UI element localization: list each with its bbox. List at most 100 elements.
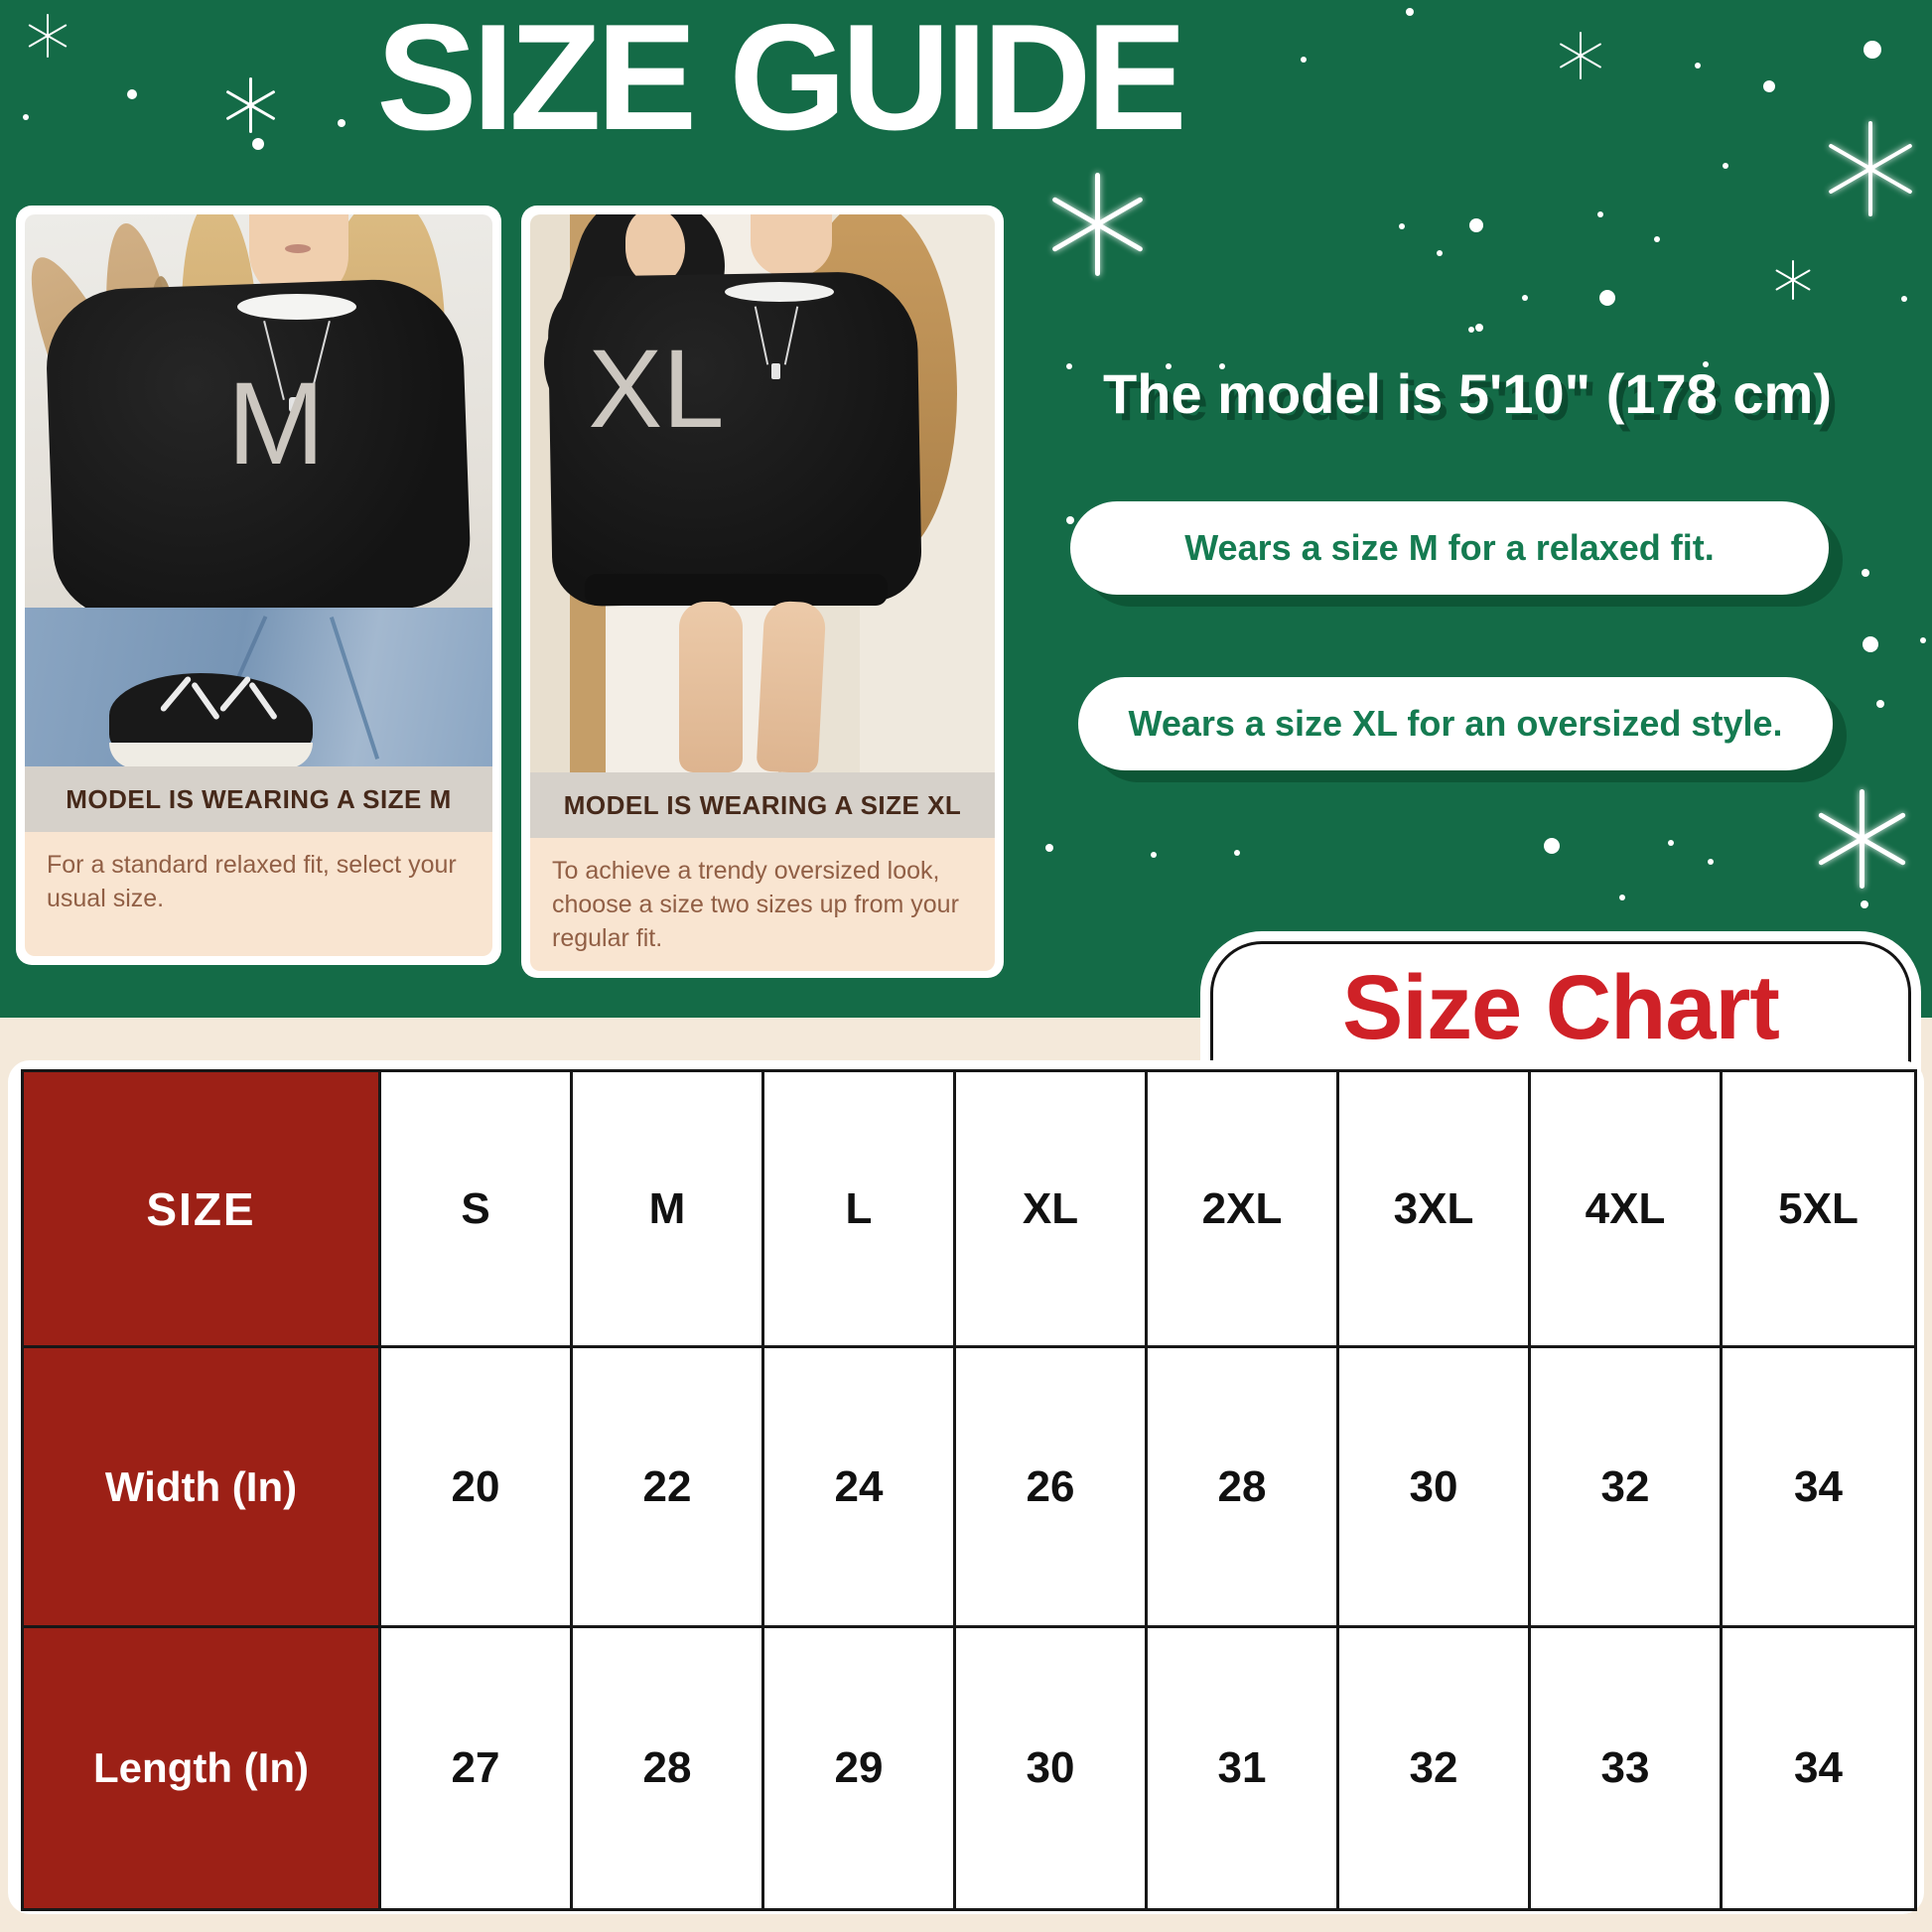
page-title: SIZE GUIDE	[376, 0, 1186, 162]
table-cell: 30	[1339, 1348, 1531, 1628]
fit-note-badge-xl: Wears a size XL for an oversized style.	[1078, 677, 1833, 770]
table-col-header-xl: XL	[956, 1072, 1148, 1348]
snow-dot	[1901, 296, 1907, 302]
snow-dot	[1469, 218, 1483, 232]
table-col-header-m: M	[573, 1072, 764, 1348]
sparkle-star-icon	[222, 77, 278, 133]
table-col-header-l: L	[764, 1072, 956, 1348]
snow-dot	[1863, 41, 1881, 59]
snow-dot	[1301, 57, 1307, 63]
sparkle-star-icon	[1823, 121, 1918, 216]
snow-dot	[1703, 361, 1709, 367]
white-collar	[725, 282, 834, 302]
photo-caption-m: MODEL IS WEARING A SIZE M	[25, 766, 492, 832]
table-cell: 24	[764, 1348, 956, 1628]
sweatshirt-hem	[585, 574, 888, 606]
snow-dot	[1475, 324, 1483, 332]
snow-dot	[1763, 80, 1775, 92]
table-corner-header: SIZE	[24, 1072, 381, 1348]
snow-dot	[1861, 900, 1868, 908]
table-row-label: Length (In)	[24, 1628, 381, 1908]
sparkle-star-icon	[26, 14, 69, 58]
table-cell: 32	[1339, 1628, 1531, 1908]
table-cell: 33	[1531, 1628, 1723, 1908]
table-cell: 22	[573, 1348, 764, 1628]
snow-dot	[1599, 290, 1615, 306]
sparkle-star-icon	[1773, 260, 1813, 300]
snow-dot	[1522, 295, 1528, 301]
snow-dot	[1668, 840, 1674, 846]
snow-dot	[1597, 211, 1603, 217]
photo-description-xl: To achieve a trendy oversized look, choo…	[530, 838, 995, 971]
model-leg	[679, 602, 743, 772]
sweatshirt-size-letter-m: M	[226, 358, 326, 489]
size-chart-card: SIZE S M L XL 2XL 3XL 4XL 5XL Width (In) 20 22 24 26 2…	[8, 1060, 1924, 1914]
model-card-size-m: M MODEL IS WEARING A SIZE M For a standa…	[16, 206, 501, 965]
table-cell: 34	[1723, 1348, 1914, 1628]
white-collar	[237, 294, 356, 320]
table-col-header-4xl: 4XL	[1531, 1072, 1723, 1348]
snow-dot	[1544, 838, 1560, 854]
snow-dot	[1862, 569, 1869, 577]
table-col-header-3xl: 3XL	[1339, 1072, 1531, 1348]
snow-dot	[127, 89, 137, 99]
snow-dot	[1045, 844, 1053, 852]
sparkle-star-icon	[1812, 789, 1911, 889]
model-height-note: The model is 5'10" (178 cm)	[1103, 362, 1832, 425]
snow-dot	[338, 119, 345, 127]
snow-dot	[1437, 250, 1443, 256]
table-col-header-s: S	[381, 1072, 573, 1348]
snow-dot	[1166, 363, 1172, 369]
snow-dot	[252, 138, 264, 150]
table-cell: 26	[956, 1348, 1148, 1628]
necklace-pendant	[771, 363, 780, 379]
model-card-size-xl: XL MODEL IS WEARING A SIZE XL To achieve…	[521, 206, 1004, 978]
model-face	[751, 214, 832, 278]
snow-dot	[1876, 700, 1884, 708]
size-chart-title: Size Chart	[1342, 957, 1780, 1058]
table-cell: 28	[1148, 1348, 1339, 1628]
snow-dot	[23, 114, 29, 120]
model-mouth	[285, 244, 311, 253]
model-hand	[625, 214, 685, 284]
size-chart-table: SIZE S M L XL 2XL 3XL 4XL 5XL Width (In) 20 22 24 26 2…	[21, 1069, 1917, 1911]
snow-dot	[1234, 850, 1240, 856]
photo-caption-xl: MODEL IS WEARING A SIZE XL	[530, 772, 995, 838]
photo-description-m: For a standard relaxed fit, select your …	[25, 832, 492, 956]
table-cell: 32	[1531, 1348, 1723, 1628]
snow-dot	[1219, 363, 1225, 369]
table-cell: 31	[1148, 1628, 1339, 1908]
snow-dot	[1066, 516, 1074, 524]
snow-dot	[1708, 859, 1714, 865]
snow-dot	[1695, 63, 1701, 69]
model-leg	[756, 600, 827, 772]
necklace-pendant	[289, 397, 300, 412]
table-col-header-5xl: 5XL	[1723, 1072, 1914, 1348]
table-cell: 30	[956, 1628, 1148, 1908]
snow-dot	[1723, 163, 1728, 169]
snow-dot	[1468, 327, 1474, 333]
snow-dot	[1863, 636, 1878, 652]
snow-dot	[1066, 363, 1072, 369]
model-photo-size-xl: XL	[530, 214, 995, 772]
table-col-header-2xl: 2XL	[1148, 1072, 1339, 1348]
table-cell: 34	[1723, 1628, 1914, 1908]
snow-dot	[1406, 8, 1414, 16]
model-photo-size-m: M	[25, 214, 492, 766]
table-cell: 28	[573, 1628, 764, 1908]
sweatshirt-size-letter-xl: XL	[588, 327, 725, 451]
sneaker-sole	[109, 743, 313, 766]
fit-note-badge-m: Wears a size M for a relaxed fit.	[1070, 501, 1829, 595]
snow-dot	[1399, 223, 1405, 229]
table-cell: 27	[381, 1628, 573, 1908]
sparkle-star-icon	[1045, 173, 1149, 276]
snow-dot	[1619, 895, 1625, 900]
table-cell: 29	[764, 1628, 956, 1908]
snow-dot	[1151, 852, 1157, 858]
snow-dot	[1654, 236, 1660, 242]
snow-dot	[1920, 637, 1926, 643]
table-cell: 20	[381, 1348, 573, 1628]
sparkle-star-icon	[1557, 32, 1604, 79]
table-row-label: Width (In)	[24, 1348, 381, 1628]
